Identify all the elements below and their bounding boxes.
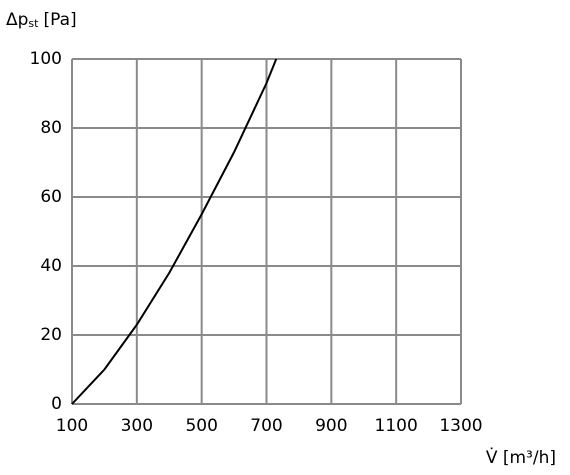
y-label-sub: st [28,17,39,30]
x-tick-label: 1100 [375,416,418,436]
x-tick-label: 500 [185,416,217,436]
y-tick-label: 60 [40,187,62,207]
y-label-main: Δp [6,10,28,30]
y-tick-label: 0 [51,394,62,414]
y-axis-label: Δpst [Pa] [6,10,77,30]
curve [71,58,278,405]
y-tick-label: 100 [30,49,62,69]
x-tick-label: 700 [250,416,282,436]
x-tick-label: 900 [315,416,347,436]
y-label-unit: [Pa] [43,10,76,30]
x-axis-label: V̇ [m³/h] [486,447,556,468]
y-tick-label: 80 [40,118,62,138]
x-tick-label: 1300 [439,416,482,436]
y-tick-label: 20 [40,325,62,345]
x-tick-label: 100 [56,416,88,436]
x-tick-label: 300 [121,416,153,436]
y-tick-label: 40 [40,256,62,276]
